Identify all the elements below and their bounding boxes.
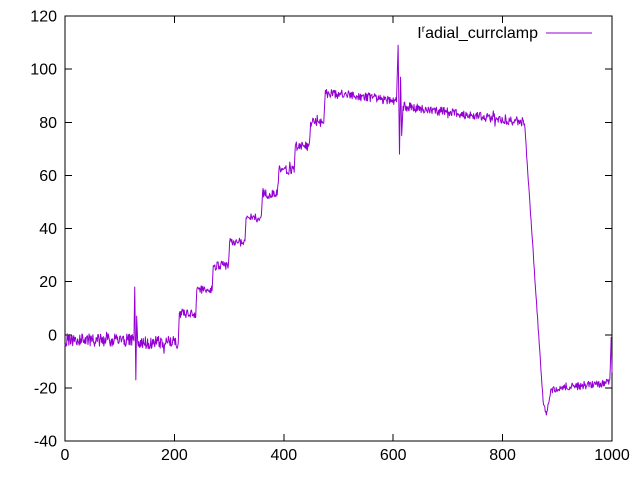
y-tick-label: 0 <box>48 327 57 344</box>
y-tick-label: 60 <box>39 168 57 185</box>
legend-label-rest: adial_currclamp <box>425 25 538 42</box>
x-tick-label: 800 <box>489 447 516 464</box>
legend-label: Iradial_currclamp <box>417 24 538 42</box>
x-tick-label: 600 <box>380 447 407 464</box>
y-tick-label: 20 <box>39 274 57 291</box>
y-tick-label: -40 <box>34 434 57 451</box>
axis-tick-marks <box>64 15 613 442</box>
plot-border <box>64 15 613 442</box>
y-tick-label: 120 <box>30 9 57 26</box>
x-tick-label: 0 <box>61 447 70 464</box>
axis-tick-labels: 0 200 400 600 800 1000 -40 -20 0 20 40 60 80 100 120 <box>30 9 630 465</box>
legend-label-superscript: r <box>422 24 426 35</box>
y-tick-label: 40 <box>39 221 57 238</box>
x-tick-label: 1000 <box>594 447 630 464</box>
y-tick-label: 80 <box>39 115 57 132</box>
y-tick-label: -20 <box>34 380 57 397</box>
y-tick-label: 100 <box>30 62 57 79</box>
x-tick-label: 200 <box>161 447 188 464</box>
x-tick-label: 400 <box>270 447 297 464</box>
series-line <box>64 44 613 416</box>
legend: Iradial_currclamp <box>417 24 592 42</box>
legend-label-base: I <box>417 25 421 42</box>
